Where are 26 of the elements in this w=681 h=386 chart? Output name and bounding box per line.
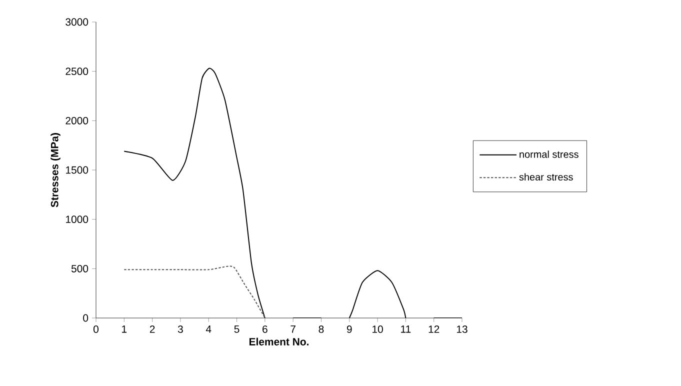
x-axis-title: Element No. (249, 338, 308, 346)
x-tick-label: 3 (178, 326, 183, 333)
line-series (124, 266, 266, 318)
x-tick-label: 10 (372, 326, 383, 333)
y-tick-label: 3000 (66, 18, 88, 26)
x-tick-label: 2 (150, 326, 155, 333)
y-tick-label: 1000 (66, 216, 88, 224)
y-tick-label: 2000 (66, 116, 88, 124)
legend-label: shear stress (519, 173, 573, 181)
y-tick-label: 1500 (66, 166, 88, 174)
x-tick-label: 11 (401, 326, 411, 333)
legend-label: normal stress (520, 150, 578, 158)
x-tick-label: 12 (428, 326, 440, 333)
y-tick-label: 500 (71, 264, 88, 272)
x-tick-label: 4 (206, 326, 212, 333)
x-tick-label: 5 (234, 326, 240, 333)
y-tick-label: 0 (83, 314, 88, 322)
y-axis-title: Stresses (MPa) (50, 133, 60, 208)
x-tick-label: 8 (318, 326, 324, 333)
x-tick-label: 0 (94, 326, 98, 333)
x-tick-label: 1 (122, 326, 127, 333)
x-tick-label: 9 (346, 326, 352, 333)
x-tick-label: 7 (290, 326, 296, 333)
x-tick-label: 6 (262, 326, 268, 333)
y-tick-label: 2500 (66, 68, 88, 76)
x-tick-label: 13 (456, 326, 468, 333)
